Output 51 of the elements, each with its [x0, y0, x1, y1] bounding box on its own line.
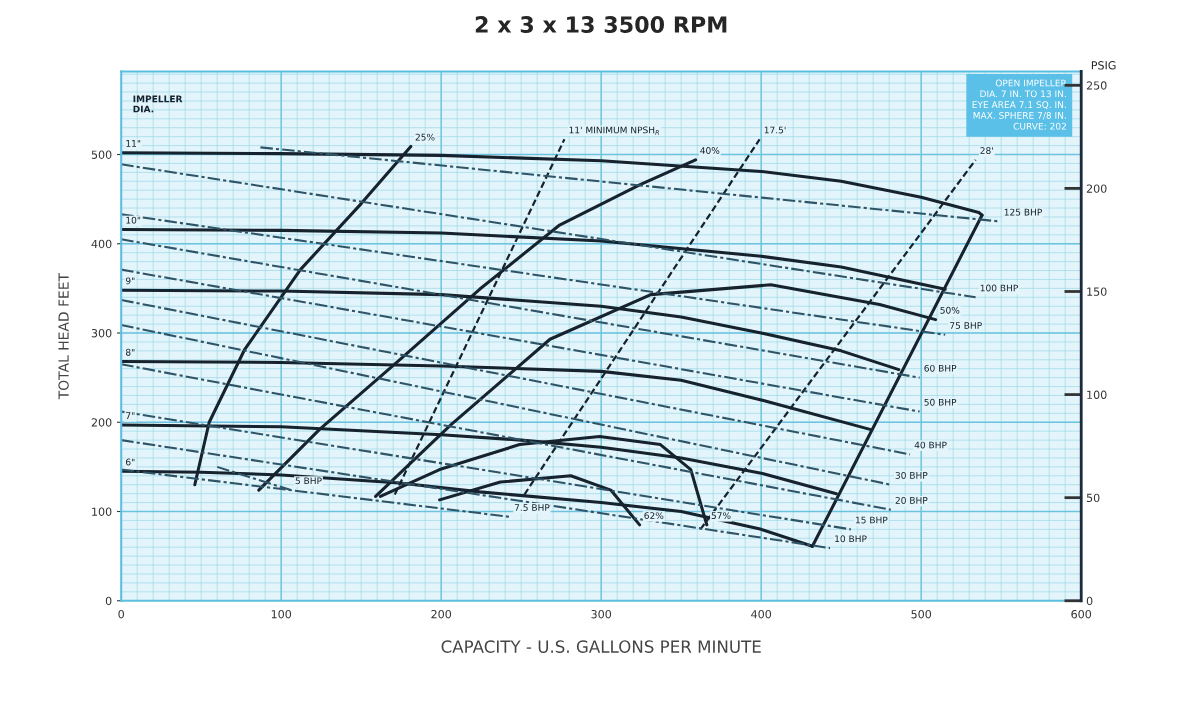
y2-tick-label: 200: [1086, 184, 1107, 193]
series-label: 28': [980, 147, 993, 154]
series-label: 11": [126, 140, 141, 147]
x-axis-title: CAPACITY - U.S. GALLONS PER MINUTE: [441, 640, 761, 653]
annotation: OPEN IMPELLER DIA. 7 IN. TO 13 IN. EYE AREA 7.1 SQ. IN. MAX. SPHERE 7/8 IN. CURVE: 202: [972, 79, 1067, 130]
series-label: 10": [126, 216, 141, 224]
y-tick-label: 300: [91, 328, 112, 338]
y-tick-label: 100: [92, 507, 112, 516]
series-label: 50%: [940, 306, 960, 314]
series-label: 7.5 BHP: [514, 504, 550, 511]
y2-tick-label: 50: [1086, 493, 1100, 503]
series-label: 60 BHP: [924, 364, 957, 372]
series-label: 10 BHP: [835, 535, 867, 543]
x-tick-label: 300: [591, 609, 612, 619]
series-label: 17.5': [764, 126, 786, 134]
y-tick-label: 200: [91, 418, 112, 427]
y-tick-label: 400: [91, 239, 112, 249]
x-tick-label: 600: [1071, 609, 1092, 619]
x-tick-label: 500: [911, 609, 932, 619]
x-tick-label: 100: [271, 609, 292, 619]
series-label: 6": [126, 458, 135, 466]
series-label: 25%: [415, 133, 435, 141]
y-tick-label: 0: [105, 596, 112, 606]
series-label: 30 BHP: [895, 471, 928, 479]
y2-axis-title: PSIG: [1091, 61, 1116, 70]
series-label: 100 BHP: [980, 284, 1018, 292]
series-label: 15 BHP: [855, 516, 888, 524]
y2-tick-label: 0: [1086, 596, 1093, 606]
series-label: 40 BHP: [914, 441, 947, 449]
y-axis-title: TOTAL HEAD FEET: [58, 272, 69, 400]
series-label: 125 BHP: [1004, 208, 1042, 216]
y-tick-label: 500: [91, 150, 112, 159]
series-label: 75 BHP: [950, 322, 982, 329]
annotation: IMPELLER DIA.: [133, 95, 183, 113]
series-label: 9": [125, 277, 135, 285]
series-label: 5 BHP: [295, 477, 322, 485]
series-label: 50 BHP: [924, 398, 957, 406]
series-label: 7": [126, 412, 135, 419]
y2-tick-label: 150: [1087, 287, 1107, 296]
series-label: 62%: [644, 512, 664, 519]
y2-tick-label: 250: [1086, 81, 1107, 90]
series-label: 20 BHP: [895, 496, 928, 504]
x-tick-label: 400: [751, 609, 772, 619]
x-tick-label: 0: [118, 609, 124, 619]
chart-title: 2 x 3 x 13 3500 RPM: [475, 16, 727, 33]
series-label: 40%: [700, 147, 720, 154]
series-label: 11' MINIMUM NPSH$_{R}$: [569, 126, 659, 135]
x-tick-label: 200: [431, 609, 452, 619]
series-label: 57%: [711, 512, 731, 519]
series-label: 8": [125, 348, 135, 356]
y2-tick-label: 100: [1087, 390, 1107, 399]
